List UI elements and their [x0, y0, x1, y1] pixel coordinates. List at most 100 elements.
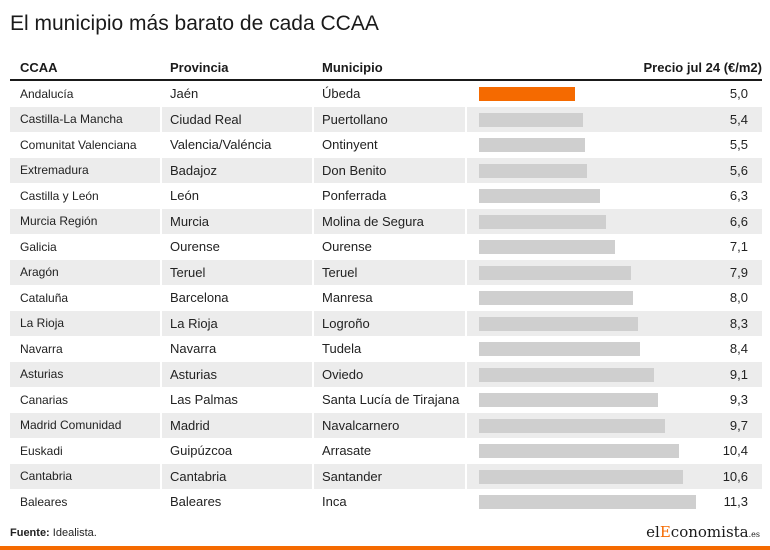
- cell-provincia: Ciudad Real: [170, 111, 242, 127]
- price-bar: [479, 316, 639, 331]
- cell-precio: 9,7: [729, 417, 748, 433]
- bar-track: [479, 112, 719, 127]
- cell-provincia: Guipúzcoa: [170, 443, 233, 459]
- cell-ccaa: Canarias: [20, 392, 69, 407]
- table-row: Galicia Ourense Ourense 7,1: [10, 234, 762, 260]
- cell-precio: 6,6: [729, 213, 748, 229]
- chart-title: El municipio más barato de cada CCAA: [10, 12, 379, 35]
- price-bar: [479, 469, 683, 484]
- brand-rest: conomista: [670, 523, 749, 541]
- column-separator: [465, 106, 467, 132]
- column-separator: [160, 412, 162, 438]
- cell-municipio: Inca: [322, 494, 347, 510]
- cell-municipio: Tudela: [322, 341, 362, 357]
- price-bar: [479, 444, 679, 458]
- price-bar: [479, 112, 583, 127]
- cell-provincia: La Rioja: [170, 315, 218, 331]
- column-separator: [465, 489, 467, 515]
- table-row: Madrid Comunidad Madrid Navalcarnero 9,7: [10, 412, 762, 438]
- price-bar: [479, 138, 585, 152]
- bar-track: [479, 87, 719, 101]
- cell-ccaa: Cataluña: [20, 290, 69, 305]
- brand-initial: E: [659, 523, 671, 541]
- brand-prefix: el: [646, 523, 660, 541]
- cell-precio: 6,3: [729, 188, 748, 204]
- cell-ccaa: Asturias: [20, 367, 64, 382]
- cell-ccaa: Navarra: [20, 341, 63, 356]
- column-separator: [312, 234, 314, 260]
- bar-track: [479, 367, 719, 382]
- price-bar: [479, 214, 606, 229]
- cell-ccaa: Madrid Comunidad: [20, 418, 122, 433]
- column-separator: [465, 438, 467, 464]
- source-label: Fuente:: [10, 527, 50, 539]
- column-separator: [312, 132, 314, 158]
- column-separator: [160, 438, 162, 464]
- column-separator: [160, 157, 162, 183]
- cell-ccaa: Galicia: [20, 239, 57, 254]
- cell-precio: 9,1: [729, 366, 748, 382]
- cell-provincia: Baleares: [170, 494, 222, 510]
- column-separator: [465, 463, 467, 489]
- cell-ccaa: Aragón: [20, 265, 59, 280]
- bar-track: [479, 393, 719, 407]
- cell-ccaa: Murcia Región: [20, 214, 98, 229]
- cell-provincia: Las Palmas: [170, 392, 238, 408]
- cell-precio: 5,5: [729, 137, 748, 153]
- table-row: Extremadura Badajoz Don Benito 5,6: [10, 157, 762, 183]
- bar-track: [479, 214, 719, 229]
- price-bar: [479, 367, 654, 382]
- cell-provincia: Valencia/Valéncia: [170, 137, 272, 153]
- column-separator: [312, 285, 314, 311]
- brand-tld: .es: [748, 530, 760, 539]
- header-precio: Precio jul 24 (€/m2): [643, 59, 763, 75]
- column-separator: [465, 336, 467, 362]
- price-bar: [479, 393, 658, 407]
- column-separator: [312, 489, 314, 515]
- cell-provincia: Teruel: [170, 264, 206, 280]
- cell-precio: 5,0: [729, 86, 748, 102]
- column-separator: [312, 259, 314, 285]
- cell-ccaa: Castilla-La Mancha: [20, 112, 123, 127]
- cell-municipio: Navalcarnero: [322, 417, 400, 433]
- table-row: Aragón Teruel Teruel 7,9: [10, 259, 762, 285]
- column-separator: [465, 259, 467, 285]
- cell-ccaa: Euskadi: [20, 443, 63, 458]
- cell-municipio: Ponferrada: [322, 188, 387, 204]
- table-row: La Rioja La Rioja Logroño 8,3: [10, 310, 762, 336]
- column-separator: [312, 310, 314, 336]
- cell-municipio: Puertollano: [322, 111, 388, 127]
- table-row: Castilla-La Mancha Ciudad Real Puertollano…: [10, 106, 762, 132]
- column-separator: [312, 387, 314, 413]
- cell-provincia: Cantabria: [170, 468, 227, 484]
- table-row: Murcia Región Murcia Molina de Segura 6,6: [10, 208, 762, 234]
- cell-ccaa: Baleares: [20, 494, 68, 509]
- cell-municipio: Arrasate: [322, 443, 372, 459]
- header-provincia: Provincia: [170, 59, 229, 75]
- column-separator: [160, 183, 162, 209]
- column-separator: [160, 463, 162, 489]
- column-separator: [312, 336, 314, 362]
- cell-municipio: Manresa: [322, 290, 373, 306]
- bar-track: [479, 495, 719, 509]
- header-municipio: Municipio: [322, 59, 383, 75]
- column-separator: [465, 310, 467, 336]
- bottom-accent-bar: [0, 546, 770, 550]
- table-row: Navarra Navarra Tudela 8,4: [10, 336, 762, 362]
- bar-track: [479, 163, 719, 178]
- column-separator: [160, 106, 162, 132]
- column-separator: [312, 106, 314, 132]
- bar-track: [479, 418, 719, 433]
- cell-ccaa: La Rioja: [20, 316, 65, 331]
- cell-precio: 11,3: [723, 494, 748, 510]
- bar-track: [479, 469, 719, 484]
- table-row: Asturias Asturias Oviedo 9,1: [10, 361, 762, 387]
- cell-precio: 10,4: [722, 443, 748, 459]
- column-separator: [465, 285, 467, 311]
- price-bar: [479, 240, 616, 254]
- table-row: Cataluña Barcelona Manresa 8,0: [10, 285, 762, 311]
- table-body: Andalucía Jaén Úbeda 5,0 Castilla-La Mancha C…: [10, 81, 762, 515]
- column-separator: [465, 183, 467, 209]
- column-separator: [160, 132, 162, 158]
- column-separator: [312, 412, 314, 438]
